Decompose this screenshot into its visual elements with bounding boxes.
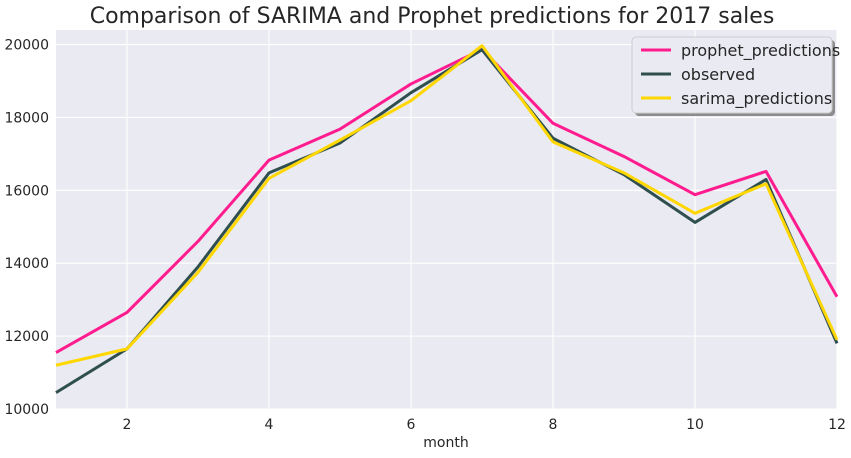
chart-title: Comparison of SARIMA and Prophet predict… [90,4,775,29]
y-tick-label: 12000 [4,329,49,345]
y-tick-label: 20000 [4,38,49,54]
legend-label: observed [681,65,755,84]
y-tick-labels: 10000 12000 14000 16000 18000 20000 [4,38,49,418]
legend: prophet_predictions observed sarima_predic… [631,36,840,116]
x-tick-label: 4 [265,417,274,433]
y-tick-label: 18000 [4,110,49,126]
series-line-observed [55,48,839,394]
legend-label: sarima_predictions [681,89,832,109]
x-tick-label: 12 [828,417,846,433]
series-line-sarima-predictions [55,44,839,367]
x-tick-labels: 2 4 6 8 10 12 [123,417,846,433]
legend-box [631,36,833,114]
x-tick-label: 8 [549,417,558,433]
legend-label: prophet_predictions [681,41,840,61]
x-tick-label: 10 [686,417,704,433]
x-tick-label: 6 [407,417,416,433]
series-lines [55,44,839,394]
series-line-prophet-predictions [55,47,839,354]
y-tick-label: 16000 [4,183,49,199]
y-tick-label: 10000 [4,402,49,418]
x-axis-label: month [423,435,468,451]
x-tick-label: 2 [123,417,132,433]
y-tick-label: 14000 [4,256,49,272]
